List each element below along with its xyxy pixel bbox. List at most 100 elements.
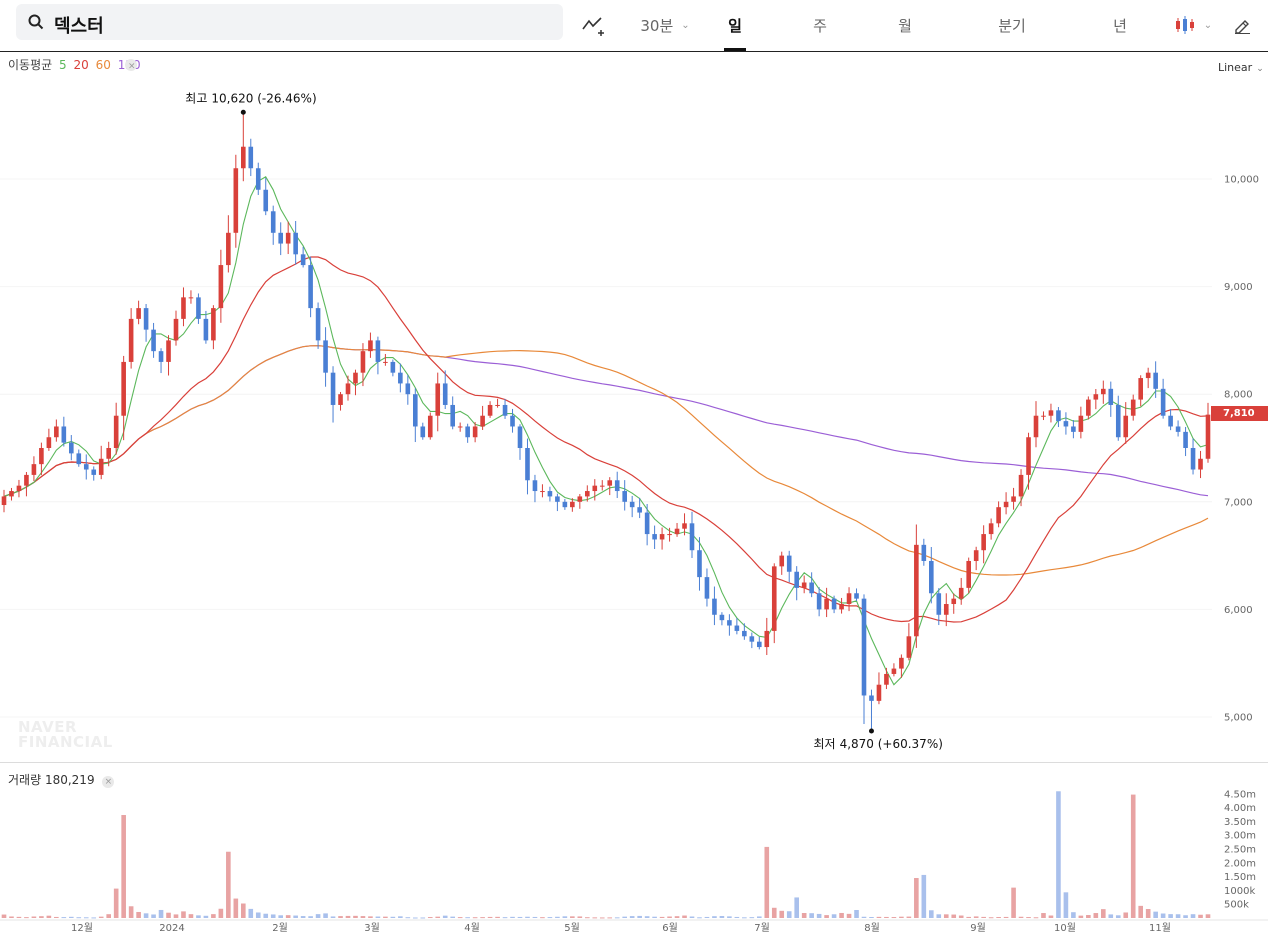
volume-bar bbox=[345, 915, 351, 918]
candle-body bbox=[689, 523, 695, 551]
candle-body bbox=[1, 496, 7, 506]
volume-bar bbox=[39, 916, 44, 918]
volume-bar bbox=[1056, 791, 1061, 918]
volume-bar bbox=[652, 916, 657, 918]
grid-layer bbox=[0, 178, 1212, 718]
volume-bar bbox=[480, 917, 485, 919]
pane-divider[interactable] bbox=[0, 762, 1268, 763]
candle-body bbox=[562, 501, 568, 508]
candle-body bbox=[570, 501, 575, 508]
candle-body bbox=[61, 426, 67, 443]
ma-legend[interactable]: 이동평균 5 20 60 120 bbox=[8, 58, 141, 72]
volume-bar bbox=[330, 916, 336, 918]
ma-legend-close[interactable]: × bbox=[125, 59, 137, 72]
volume-bar bbox=[712, 916, 717, 918]
volume-bar bbox=[143, 913, 149, 918]
tab-label: 년 bbox=[1113, 16, 1127, 35]
volume-bar bbox=[1033, 917, 1039, 919]
volume-bar bbox=[884, 916, 889, 918]
volume-bar bbox=[599, 917, 605, 919]
volume-bar bbox=[914, 878, 919, 918]
volume-bar bbox=[555, 916, 560, 918]
candle-body bbox=[958, 587, 964, 599]
volume-bar bbox=[966, 916, 971, 918]
candle-body bbox=[338, 394, 343, 405]
candle-body bbox=[1138, 378, 1143, 400]
volume-bar bbox=[46, 915, 52, 918]
tab-period-quarter[interactable]: 분기 bbox=[990, 0, 1034, 50]
tab-period-week[interactable]: 주 bbox=[805, 0, 835, 50]
volume-bar bbox=[674, 916, 680, 918]
volume-bar bbox=[682, 915, 687, 918]
volume-bar bbox=[196, 915, 201, 918]
candle-body bbox=[24, 474, 29, 486]
interval-30min[interactable]: 30분 ⌄ bbox=[632, 0, 698, 50]
volume-bar bbox=[76, 917, 82, 919]
volume-bar bbox=[472, 917, 478, 919]
tab-period-day[interactable]: 일 bbox=[720, 0, 750, 51]
search-box[interactable]: 덱스터 bbox=[16, 4, 563, 40]
time-tick-label: 4월 bbox=[464, 922, 480, 932]
volume-bar bbox=[1160, 913, 1166, 918]
axis-layer: 10,000 9,000 8,000 7,000 6,000 5,000 4.50m 4.00… bbox=[0, 175, 1268, 932]
volume-legend[interactable]: 거래량 180,219 × bbox=[8, 771, 115, 788]
scale-selector[interactable]: Linear ⌄ bbox=[1218, 61, 1264, 74]
candle-body bbox=[39, 448, 44, 465]
volume-bar bbox=[413, 917, 418, 919]
candle-body bbox=[203, 318, 209, 341]
volume-bar bbox=[420, 917, 426, 919]
candle-body bbox=[644, 512, 650, 535]
annotation-layer: 최고 10,620 (-26.46%) 최저 4,870 (+60.37%) bbox=[185, 91, 943, 751]
candle-body bbox=[517, 426, 523, 448]
volume-bar bbox=[31, 916, 37, 918]
candle-body bbox=[704, 577, 710, 599]
candle-body bbox=[786, 555, 792, 572]
volume-bar bbox=[188, 914, 194, 918]
volume-bar bbox=[689, 916, 695, 918]
scale-label: Linear bbox=[1218, 61, 1253, 74]
candle-body bbox=[442, 383, 448, 405]
candle-body bbox=[1093, 394, 1099, 400]
candle-body bbox=[241, 146, 246, 169]
volume-bar bbox=[151, 914, 156, 918]
volume-bar bbox=[824, 915, 829, 918]
drawing-tool-button[interactable] bbox=[578, 0, 610, 50]
candle-body bbox=[614, 480, 620, 492]
draw-pencil-button[interactable] bbox=[1228, 0, 1256, 50]
low-prefix: 최저 bbox=[813, 737, 835, 751]
volume-bar bbox=[1, 914, 7, 918]
tab-period-year[interactable]: 년 bbox=[1105, 0, 1135, 50]
candle-body bbox=[876, 684, 882, 701]
close-icon[interactable]: × bbox=[102, 776, 115, 788]
volume-bar bbox=[1153, 911, 1158, 918]
volume-bar bbox=[158, 909, 164, 918]
chart-type-selector[interactable]: ⌄ bbox=[1170, 0, 1216, 50]
tab-period-month[interactable]: 월 bbox=[890, 0, 920, 50]
candle-body bbox=[771, 566, 777, 631]
volume-bar bbox=[457, 917, 463, 919]
candle-body bbox=[69, 442, 74, 454]
candle-body bbox=[899, 657, 904, 669]
candle-body bbox=[9, 491, 14, 497]
candle-body bbox=[315, 308, 321, 341]
candlestick-layer bbox=[1, 112, 1211, 731]
candle-body bbox=[487, 404, 493, 416]
candle-body bbox=[91, 469, 97, 475]
volume-bar bbox=[510, 916, 515, 918]
volume-bar bbox=[315, 914, 321, 918]
chevron-down-icon: ⌄ bbox=[681, 19, 690, 31]
price-tick-label: 10,000 bbox=[1224, 175, 1259, 186]
candle-body bbox=[629, 501, 635, 508]
candle-body bbox=[599, 485, 605, 487]
volume-bar bbox=[375, 916, 381, 918]
volume-bars-layer bbox=[1, 791, 1211, 919]
candle-body bbox=[46, 437, 52, 448]
candle-body bbox=[622, 491, 627, 502]
volume-bar bbox=[427, 917, 433, 919]
candle-body bbox=[854, 593, 859, 599]
volume-bar bbox=[1190, 914, 1196, 918]
price-tick-label: 8,000 bbox=[1224, 390, 1253, 401]
candle-body bbox=[255, 168, 261, 190]
candle-body bbox=[525, 448, 530, 481]
